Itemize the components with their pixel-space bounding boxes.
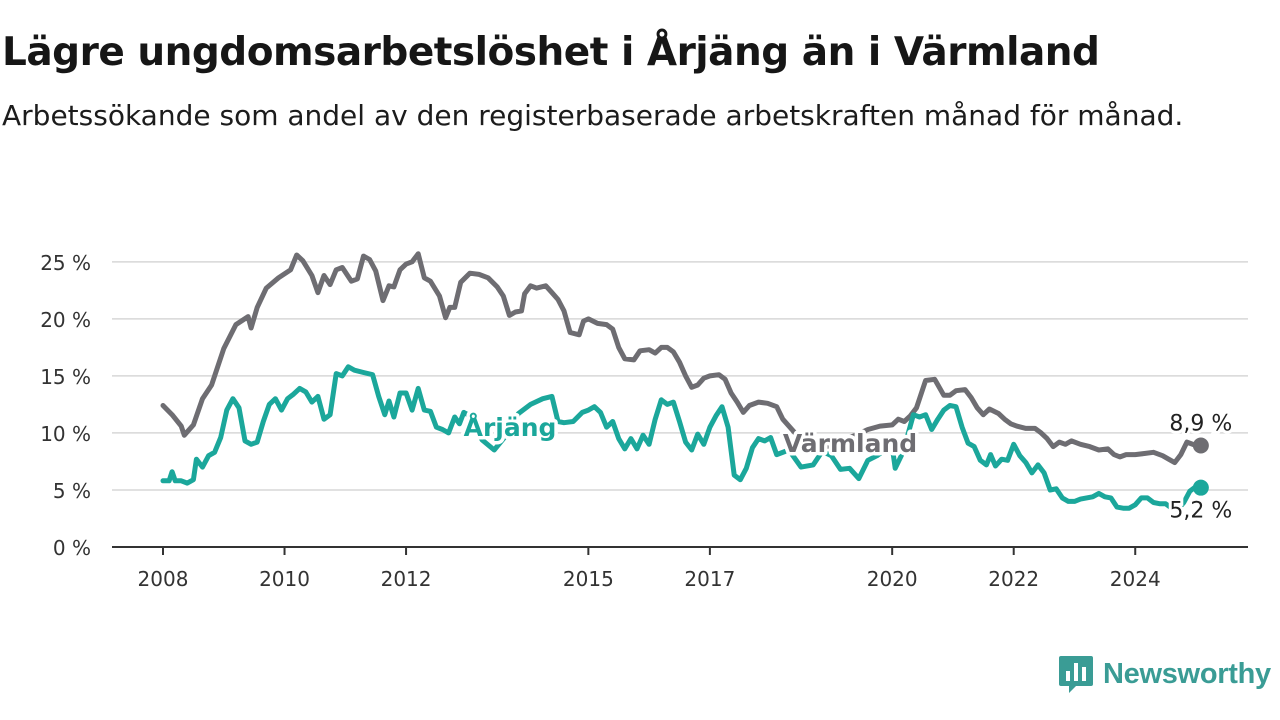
x-tick-label: 2012 bbox=[381, 567, 432, 591]
end-marker-arjang bbox=[1192, 479, 1209, 496]
newsworthy-brand: Newsworthy bbox=[1058, 652, 1271, 696]
series-label-arjang: Årjäng bbox=[464, 413, 557, 442]
y-tick-label: 5 % bbox=[53, 479, 91, 503]
brand-name: Newsworthy bbox=[1103, 657, 1271, 690]
newsworthy-logo-icon bbox=[1059, 656, 1093, 693]
series-labels: Värmland Årjäng 8,9 % 5,2 % bbox=[460, 408, 1235, 526]
series-line-varmland bbox=[160, 251, 1204, 466]
chart-subtitle: Arbetssökande som andel av den registerb… bbox=[2, 99, 1184, 132]
x-tick-label: 2008 bbox=[138, 567, 189, 591]
y-tick-label: 0 % bbox=[53, 536, 91, 560]
series-line-arjang bbox=[160, 364, 1204, 512]
end-marker-varmland bbox=[1192, 437, 1209, 454]
end-label-arjang: 5,2 % bbox=[1169, 499, 1232, 524]
x-tick-label: 2024 bbox=[1110, 567, 1161, 591]
y-tick-label: 25 % bbox=[40, 251, 91, 275]
x-tick-label: 2022 bbox=[988, 567, 1039, 591]
x-tick-label: 2015 bbox=[563, 567, 614, 591]
y-tick-label: 15 % bbox=[40, 365, 91, 389]
x-tick-label: 2010 bbox=[259, 567, 310, 591]
gridlines bbox=[112, 261, 1248, 491]
end-label-varmland: 8,9 % bbox=[1169, 411, 1232, 436]
series-label-varmland: Värmland bbox=[783, 429, 917, 458]
y-tick-label: 20 % bbox=[40, 308, 91, 332]
series-lines bbox=[160, 251, 1209, 512]
axes: 0 % 5 % 10 % 15 % 20 % 25 % 2008 2010 2012 2015 20… bbox=[40, 251, 1248, 591]
x-tick-label: 2017 bbox=[684, 567, 735, 591]
x-tick-label: 2020 bbox=[867, 567, 918, 591]
chart-title: Lägre ungdomsarbetslöshet i Årjäng än i … bbox=[2, 30, 1100, 75]
y-tick-label: 10 % bbox=[40, 422, 91, 446]
